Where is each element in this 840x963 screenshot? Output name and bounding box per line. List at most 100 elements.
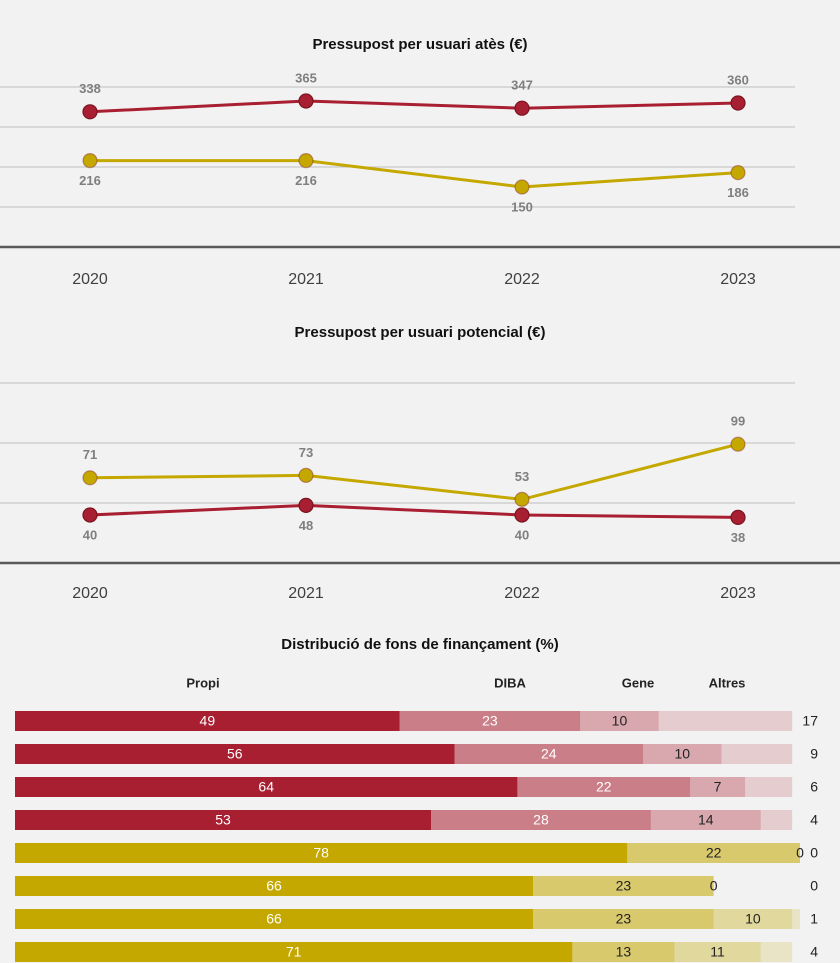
data-label: 28 <box>533 812 549 828</box>
x-tick-label: 2021 <box>288 585 324 602</box>
data-label: 0 <box>710 878 718 894</box>
bar-segment <box>572 942 675 962</box>
bar-segment <box>650 810 761 830</box>
data-label: 150 <box>511 199 533 214</box>
data-label: 1 <box>810 911 818 927</box>
bar-segment <box>431 810 651 830</box>
data-label: 14 <box>698 812 714 828</box>
chart-title: Pressupost per usuari atès (€) <box>312 36 527 53</box>
data-point <box>514 507 530 523</box>
bar-segment <box>721 744 793 764</box>
data-label: 23 <box>616 878 632 894</box>
bar-segment <box>15 777 518 797</box>
data-label: 40 <box>515 527 529 542</box>
data-label: 6 <box>810 779 818 795</box>
data-label: 7 <box>714 779 722 795</box>
data-label: 66 <box>266 911 282 927</box>
data-label: 53 <box>215 812 231 828</box>
data-label: 24 <box>541 746 557 762</box>
legend-label: Propi <box>186 675 219 690</box>
data-label: 22 <box>596 779 612 795</box>
bar-segment <box>15 942 573 962</box>
data-label: 216 <box>79 173 101 188</box>
bar-segment <box>399 711 581 731</box>
data-label: 13 <box>616 944 632 960</box>
data-point <box>514 100 530 116</box>
data-label: 17 <box>802 713 818 729</box>
bar-segment <box>760 810 793 830</box>
x-tick-label: 2023 <box>720 271 756 288</box>
bar-segment <box>580 711 659 731</box>
series-line <box>89 503 739 519</box>
data-point <box>298 93 314 109</box>
data-label: 73 <box>299 445 313 460</box>
data-label: 186 <box>727 185 749 200</box>
data-label: 11 <box>710 944 725 960</box>
x-tick-label: 2020 <box>72 585 108 602</box>
chart-title: Distribució de fons de finançament (%) <box>281 636 559 653</box>
data-label: 10 <box>674 746 690 762</box>
data-label: 56 <box>227 746 243 762</box>
bar-segment <box>792 909 800 929</box>
bar-segment <box>15 909 534 929</box>
data-point <box>514 491 530 507</box>
x-tick-label: 2020 <box>72 271 108 288</box>
bar-segment <box>760 942 793 962</box>
data-label: 64 <box>258 779 274 795</box>
data-point <box>514 179 530 195</box>
bar-segment <box>627 843 800 863</box>
data-label: 347 <box>511 78 533 93</box>
data-point <box>730 436 746 452</box>
data-label: 53 <box>515 469 529 484</box>
bar-segment <box>643 744 722 764</box>
bar-segment <box>15 843 628 863</box>
data-point <box>298 497 314 513</box>
bar-segment <box>533 909 714 929</box>
data-label: 338 <box>79 81 101 96</box>
data-point <box>82 470 98 486</box>
data-point <box>730 509 746 526</box>
bar-segment <box>745 777 793 797</box>
data-label: 216 <box>295 173 317 188</box>
data-label: 0 <box>810 845 818 861</box>
data-label: 10 <box>612 713 628 729</box>
bar-segment <box>658 711 793 731</box>
bar-segment <box>674 942 761 962</box>
data-point <box>82 153 98 169</box>
data-point <box>298 467 314 483</box>
bar-segment <box>713 909 793 929</box>
bar-segment <box>517 777 691 797</box>
data-label: 0 <box>810 878 818 894</box>
chart-title: Pressupost per usuari potencial (€) <box>295 324 546 341</box>
legend-label: Gene <box>622 675 655 690</box>
series-line <box>89 99 739 114</box>
x-tick-label: 2022 <box>504 271 540 288</box>
data-point <box>298 153 314 169</box>
bar-segment <box>15 876 534 896</box>
data-label: 99 <box>731 414 745 429</box>
data-label: 0 <box>796 845 804 861</box>
data-label: 38 <box>731 530 745 545</box>
bar-segment <box>454 744 643 764</box>
bar-segment <box>533 876 714 896</box>
data-label: 10 <box>745 911 761 927</box>
data-label: 4 <box>810 812 818 828</box>
series-line <box>90 159 739 189</box>
data-label: 23 <box>616 911 632 927</box>
data-point <box>82 104 98 120</box>
data-label: 40 <box>83 527 97 542</box>
data-label: 48 <box>299 518 313 533</box>
bar-segment <box>15 810 432 830</box>
series-line <box>89 442 739 501</box>
bar-segment <box>690 777 746 797</box>
data-point <box>730 165 746 181</box>
data-point <box>82 507 98 523</box>
data-label: 23 <box>482 713 498 729</box>
data-label: 4 <box>810 944 818 960</box>
bar-segment <box>15 711 400 731</box>
data-label: 66 <box>266 878 282 894</box>
data-label: 49 <box>200 713 216 729</box>
data-point <box>730 95 746 111</box>
data-label: 22 <box>706 845 722 861</box>
